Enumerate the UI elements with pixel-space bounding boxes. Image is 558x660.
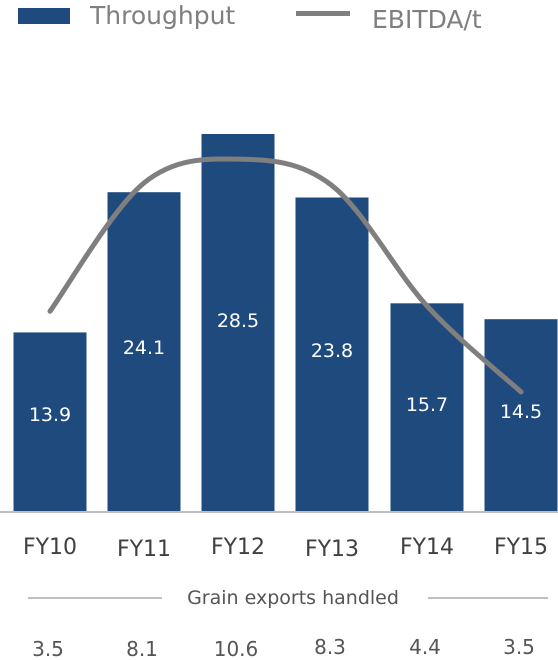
bar-fy15 <box>484 319 558 511</box>
bar-value-label: 24.1 <box>123 337 165 359</box>
bar-fy10 <box>13 332 87 511</box>
bar-labels: 13.9 24.1 28.5 23.8 15.7 14.5 <box>29 310 542 426</box>
grain-exports-values: 3.5 8.1 10.6 8.3 4.4 3.5 <box>32 635 535 660</box>
bar-value-label: 15.7 <box>406 394 448 416</box>
grain-exports-value: 8.3 <box>314 635 346 659</box>
legend-label-ebitda: EBITDA/t <box>372 5 482 34</box>
grain-exports-title: Grain exports handled <box>187 587 399 609</box>
bar-value-label: 14.5 <box>500 401 542 423</box>
category-label: FY13 <box>305 537 359 562</box>
category-label: FY10 <box>23 535 77 560</box>
bar-fy12 <box>201 134 275 511</box>
ebitda-line <box>47 156 524 395</box>
grain-exports-value: 8.1 <box>126 637 158 660</box>
category-label: FY12 <box>211 535 265 560</box>
grain-exports-value: 3.5 <box>32 637 64 660</box>
legend: Throughput EBITDA/t <box>18 1 482 34</box>
bars <box>13 134 558 512</box>
category-label: FY11 <box>117 537 171 562</box>
grain-exports-row: Grain exports handled 3.5 8.1 10.6 8.3 4.4 3.… <box>28 587 548 660</box>
category-label: FY14 <box>400 535 454 560</box>
grain-exports-value: 4.4 <box>409 635 441 659</box>
grain-exports-value: 10.6 <box>214 637 259 660</box>
legend-swatch-throughput <box>18 8 70 24</box>
bar-value-label: 23.8 <box>311 340 353 362</box>
legend-swatch-ebitda <box>296 11 350 16</box>
category-label: FY15 <box>494 535 548 560</box>
category-labels: FY10 FY11 FY12 FY13 FY14 FY15 <box>23 535 548 562</box>
bar-fy14 <box>390 303 464 511</box>
grain-exports-value: 3.5 <box>503 635 535 659</box>
bar-value-label: 28.5 <box>217 310 259 332</box>
bar-fy11 <box>107 192 181 512</box>
bar-value-label: 13.9 <box>29 404 71 426</box>
legend-label-throughput: Throughput <box>89 1 235 30</box>
bar-fy13 <box>295 197 369 511</box>
